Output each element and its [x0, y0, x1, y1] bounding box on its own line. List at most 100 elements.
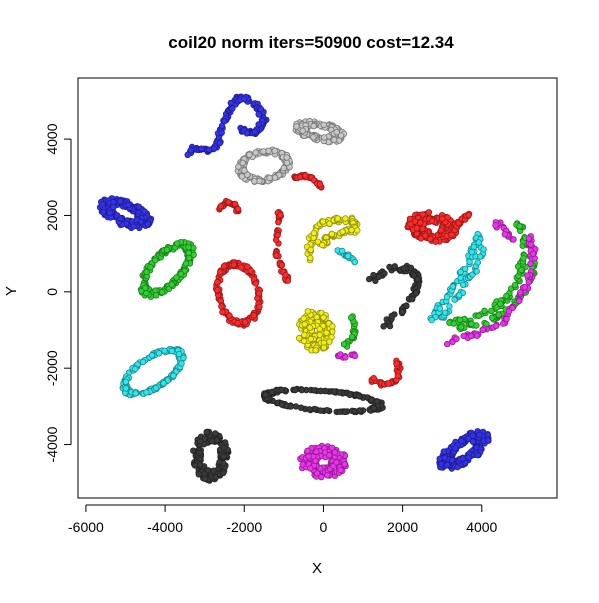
data-point	[459, 281, 467, 288]
data-point	[475, 312, 482, 320]
data-point	[214, 286, 221, 294]
data-point	[220, 263, 228, 270]
data-point	[182, 260, 190, 267]
data-point	[525, 279, 532, 286]
data-point	[143, 268, 150, 276]
data-point	[130, 223, 137, 230]
data-point	[356, 407, 363, 414]
data-point	[131, 365, 139, 373]
cluster-blue	[96, 195, 155, 232]
data-point	[368, 396, 375, 404]
data-point	[301, 331, 308, 339]
data-point	[413, 230, 421, 237]
data-point	[125, 201, 132, 209]
data-point	[457, 324, 465, 331]
data-point	[250, 312, 257, 319]
cluster-black	[190, 428, 232, 484]
data-point	[280, 164, 287, 172]
data-point	[316, 181, 323, 188]
data-point	[247, 267, 254, 275]
data-point	[234, 205, 242, 213]
data-point	[217, 202, 224, 210]
data-point	[469, 438, 477, 445]
data-point	[407, 220, 414, 228]
data-point	[148, 352, 156, 359]
data-point	[191, 462, 199, 469]
data-point	[517, 289, 524, 296]
data-point	[443, 293, 451, 301]
cluster-cyan	[438, 244, 487, 321]
data-point	[457, 274, 464, 281]
data-point	[278, 386, 285, 394]
data-point	[319, 241, 326, 249]
data-point	[406, 215, 414, 222]
data-point	[460, 332, 467, 340]
cluster-magenta	[297, 442, 349, 481]
data-point	[428, 316, 435, 324]
data-point	[163, 246, 171, 253]
cluster-gray	[292, 117, 348, 146]
data-point	[370, 375, 377, 382]
data-point	[520, 255, 527, 262]
data-point	[348, 314, 355, 321]
data-point	[355, 392, 363, 400]
x-tick-label: -6000	[68, 519, 104, 535]
data-point	[218, 122, 226, 130]
data-point	[444, 461, 451, 469]
chart-title: coil20 norm iters=50900 cost=12.34	[168, 33, 454, 52]
data-point	[312, 347, 319, 354]
data-point	[216, 139, 223, 147]
y-axis-label: Y	[3, 286, 20, 296]
data-point	[231, 200, 239, 208]
data-point	[152, 292, 160, 299]
data-point	[320, 344, 328, 351]
data-point	[273, 252, 280, 259]
data-point	[427, 235, 434, 243]
data-point	[436, 455, 443, 462]
data-point	[187, 147, 194, 154]
data-point	[184, 151, 191, 158]
data-point	[229, 105, 236, 112]
data-point	[241, 167, 248, 174]
data-point	[518, 266, 525, 274]
data-point	[414, 275, 421, 283]
data-point	[307, 335, 315, 343]
data-point	[527, 241, 534, 248]
y-axis: -4000 -2000 0 2000 4000	[44, 123, 72, 462]
data-point	[501, 231, 508, 238]
y-tick-label: -4000	[44, 426, 60, 462]
data-point	[337, 351, 344, 358]
data-point	[516, 223, 523, 230]
data-point	[218, 303, 225, 310]
data-point	[328, 230, 336, 238]
cluster-magenta	[492, 219, 517, 243]
data-point	[527, 260, 534, 267]
data-point	[310, 134, 317, 141]
data-point	[212, 474, 220, 481]
data-point	[175, 350, 183, 358]
data-point	[173, 240, 181, 247]
data-point	[391, 263, 398, 270]
data-point	[492, 222, 499, 229]
data-point	[336, 408, 344, 415]
data-point	[437, 227, 445, 234]
data-point	[318, 473, 325, 481]
data-point	[323, 329, 330, 336]
data-point	[195, 471, 202, 478]
data-point	[474, 259, 481, 266]
data-point	[336, 389, 343, 396]
data-point	[505, 308, 513, 315]
data-point	[370, 271, 377, 279]
data-point	[122, 385, 130, 392]
data-point	[99, 208, 107, 216]
data-point	[441, 454, 448, 461]
data-point	[428, 217, 436, 225]
data-point	[374, 398, 381, 405]
data-point	[238, 264, 245, 271]
data-point	[173, 274, 180, 281]
data-point	[454, 463, 461, 471]
cluster-gray	[234, 146, 294, 185]
data-point	[321, 449, 329, 456]
data-point	[321, 134, 328, 141]
